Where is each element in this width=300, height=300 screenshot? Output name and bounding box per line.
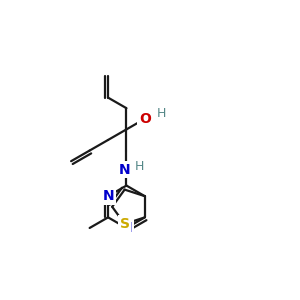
Text: O: O xyxy=(139,112,151,126)
Text: N: N xyxy=(119,163,131,177)
Text: H: H xyxy=(156,107,166,120)
Text: N: N xyxy=(121,221,132,235)
Text: S: S xyxy=(120,217,130,231)
Text: N: N xyxy=(102,189,114,203)
Text: H: H xyxy=(135,160,144,173)
